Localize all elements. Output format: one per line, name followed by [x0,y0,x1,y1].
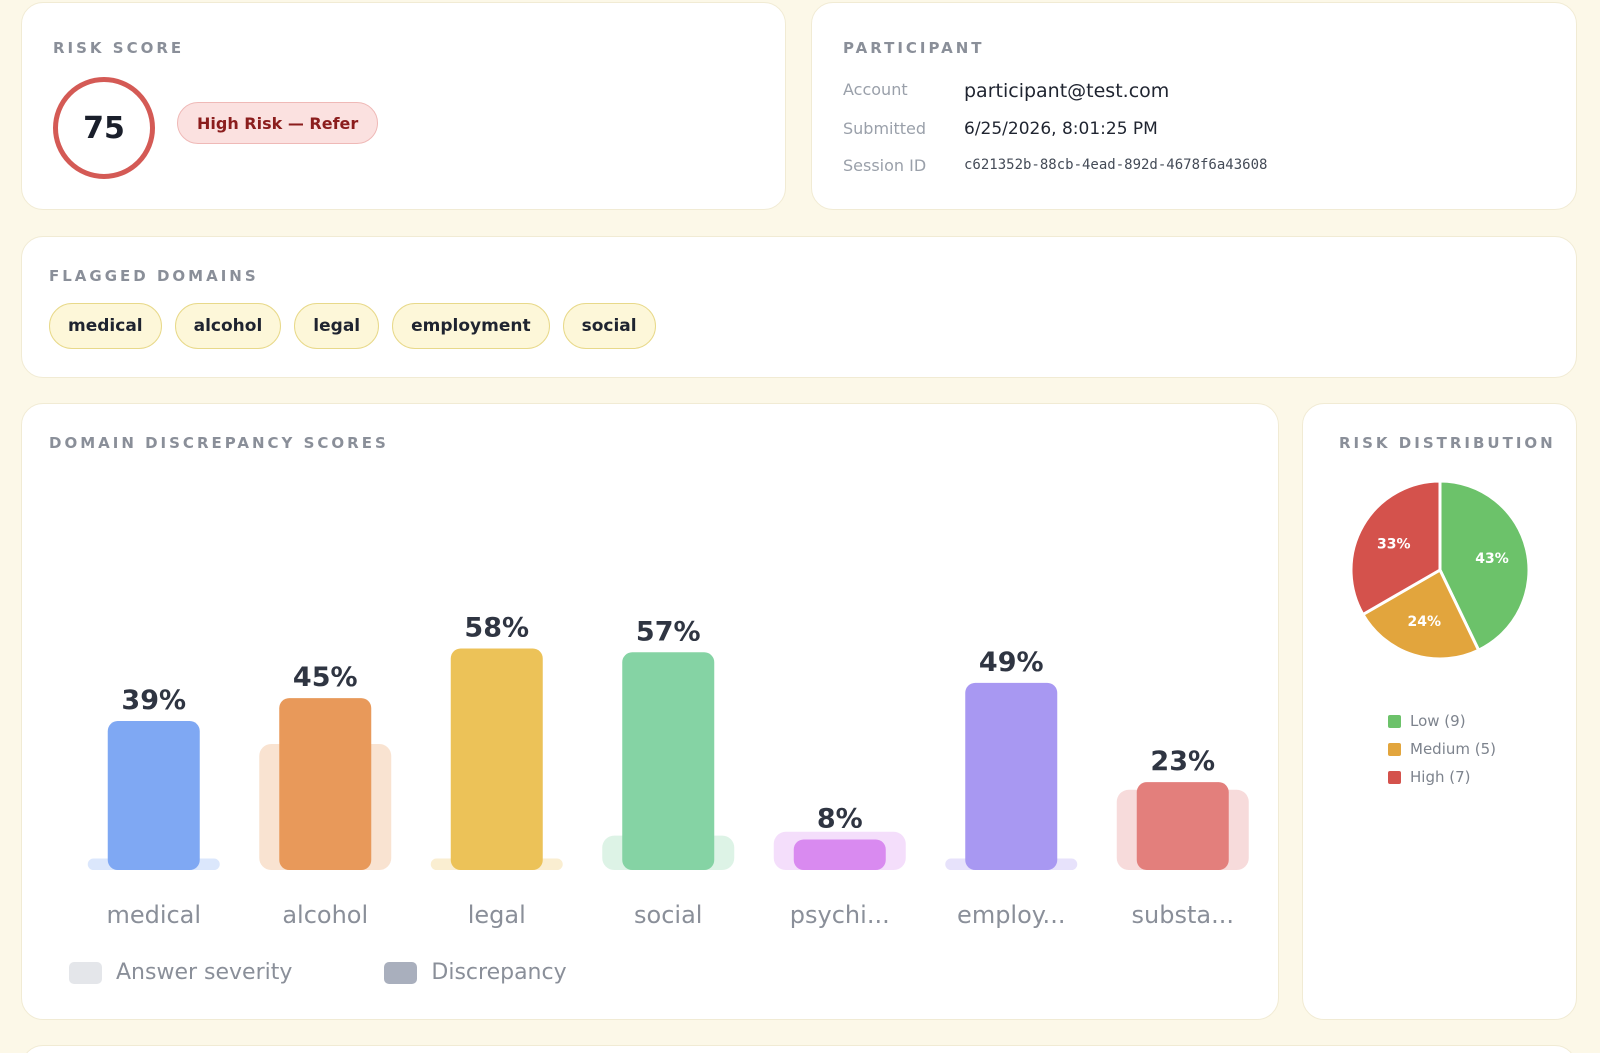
pie-label-medium: 24% [1408,614,1442,630]
discrepancy-bar-social[interactable] [622,652,715,870]
discrepancy-bar-substa[interactable] [1136,782,1229,870]
next-section-card [21,1045,1577,1053]
data-label-substa: 23% [1150,746,1215,777]
flagged-domain-tags: medical alcohol legal employment social [49,303,656,349]
session-id-value: c621352b-88cb-4ead-892d-4678f6a43608 [964,157,1268,173]
flagged-tag-legal: legal [294,303,380,349]
flagged-tag-medical: medical [49,303,162,349]
pie-legend-label-high: High (7) [1410,768,1471,786]
category-label-substa: substa... [1132,901,1234,929]
flagged-domains-card: FLAGGED DOMAINS medical alcohol legal em… [21,236,1577,378]
legend-item-discrepancy[interactable]: Discrepancy [384,960,567,985]
legend-label-answer-severity: Answer severity [116,960,293,985]
category-label-medical: medical [106,901,201,929]
pie-legend-label-medium: Medium (5) [1410,740,1496,758]
submitted-value: 6/25/2026, 8:01:25 PM [964,119,1158,139]
legend-swatch-answer-severity [69,961,102,984]
account-value: participant@test.com [964,80,1170,102]
pie-slice-medium[interactable] [1360,567,1481,661]
pie-legend-high[interactable]: High (7) [1388,763,1496,791]
pie-label-low: 43% [1475,551,1509,567]
pie-legend: Low (9) Medium (5) High (7) [1388,707,1496,791]
pie-legend-low[interactable]: Low (9) [1388,707,1496,735]
flagged-tag-employment: employment [392,303,550,349]
risk-distribution-title: RISK DISTRIBUTION [1339,434,1556,452]
data-label-psychi: 8% [817,803,863,834]
pie-legend-swatch-low [1388,714,1401,728]
discrepancy-bar-legal[interactable] [450,648,543,870]
data-label-alcohol: 45% [293,662,358,693]
risk-score-value: 75 [83,110,125,146]
discrepancy-bar-chart: 39% medical 45% alcohol 58% legal 57% social 8% p… [87,612,1249,929]
account-label: Account [843,80,908,99]
pie-legend-swatch-medium [1388,742,1401,756]
discrepancy-bar-alcohol[interactable] [279,698,372,870]
risk-distribution-card: RISK DISTRIBUTION 43% 24% 33% Low (9) Medi… [1302,403,1577,1020]
discrepancy-bar-medical[interactable] [107,721,200,870]
flagged-tag-social: social [562,303,656,349]
data-label-legal: 58% [464,612,529,643]
legend-item-answer-severity[interactable]: Answer severity [69,960,292,985]
category-label-psychi: psychi... [790,901,890,929]
data-label-employ: 49% [979,647,1044,678]
data-label-social: 57% [636,616,701,647]
session-id-label: Session ID [843,156,927,175]
risk-score-card: RISK SCORE 75 High Risk — Refer [21,2,786,210]
pie-legend-label-low: Low (9) [1410,712,1466,730]
risk-distribution-pie: 43% 24% 33% [1349,479,1531,661]
data-label-medical: 39% [121,685,186,716]
category-label-legal: legal [468,901,526,929]
discrepancy-bar-psychi[interactable] [793,839,886,870]
submitted-label: Submitted [843,119,927,138]
category-label-employ: employ... [957,901,1065,929]
discrepancy-chart-title: DOMAIN DISCREPANCY SCORES [49,434,389,452]
pie-slice-low[interactable] [1438,479,1531,653]
participant-title: PARTICIPANT [843,39,985,57]
risk-level-badge: High Risk — Refer [177,102,379,144]
risk-score-ring: 75 [53,77,155,179]
pie-legend-swatch-high [1388,770,1401,784]
discrepancy-chart-card: DOMAIN DISCREPANCY SCORES 39% medical 45% a… [21,403,1279,1020]
discrepancy-legend: Answer severity Discrepancy [69,960,659,985]
pie-slice-high[interactable] [1349,479,1442,617]
pie-label-high: 33% [1377,536,1411,552]
category-label-social: social [634,901,702,929]
category-label-alcohol: alcohol [282,901,368,929]
participant-card: PARTICIPANT Account participant@test.com… [811,2,1577,210]
flagged-domains-title: FLAGGED DOMAINS [49,267,259,285]
risk-score-title: RISK SCORE [53,39,185,57]
pie-legend-medium[interactable]: Medium (5) [1388,735,1496,763]
flagged-tag-alcohol: alcohol [174,303,282,349]
discrepancy-bar-employ[interactable] [965,682,1058,870]
legend-swatch-discrepancy [384,961,418,984]
legend-label-discrepancy: Discrepancy [431,960,567,985]
